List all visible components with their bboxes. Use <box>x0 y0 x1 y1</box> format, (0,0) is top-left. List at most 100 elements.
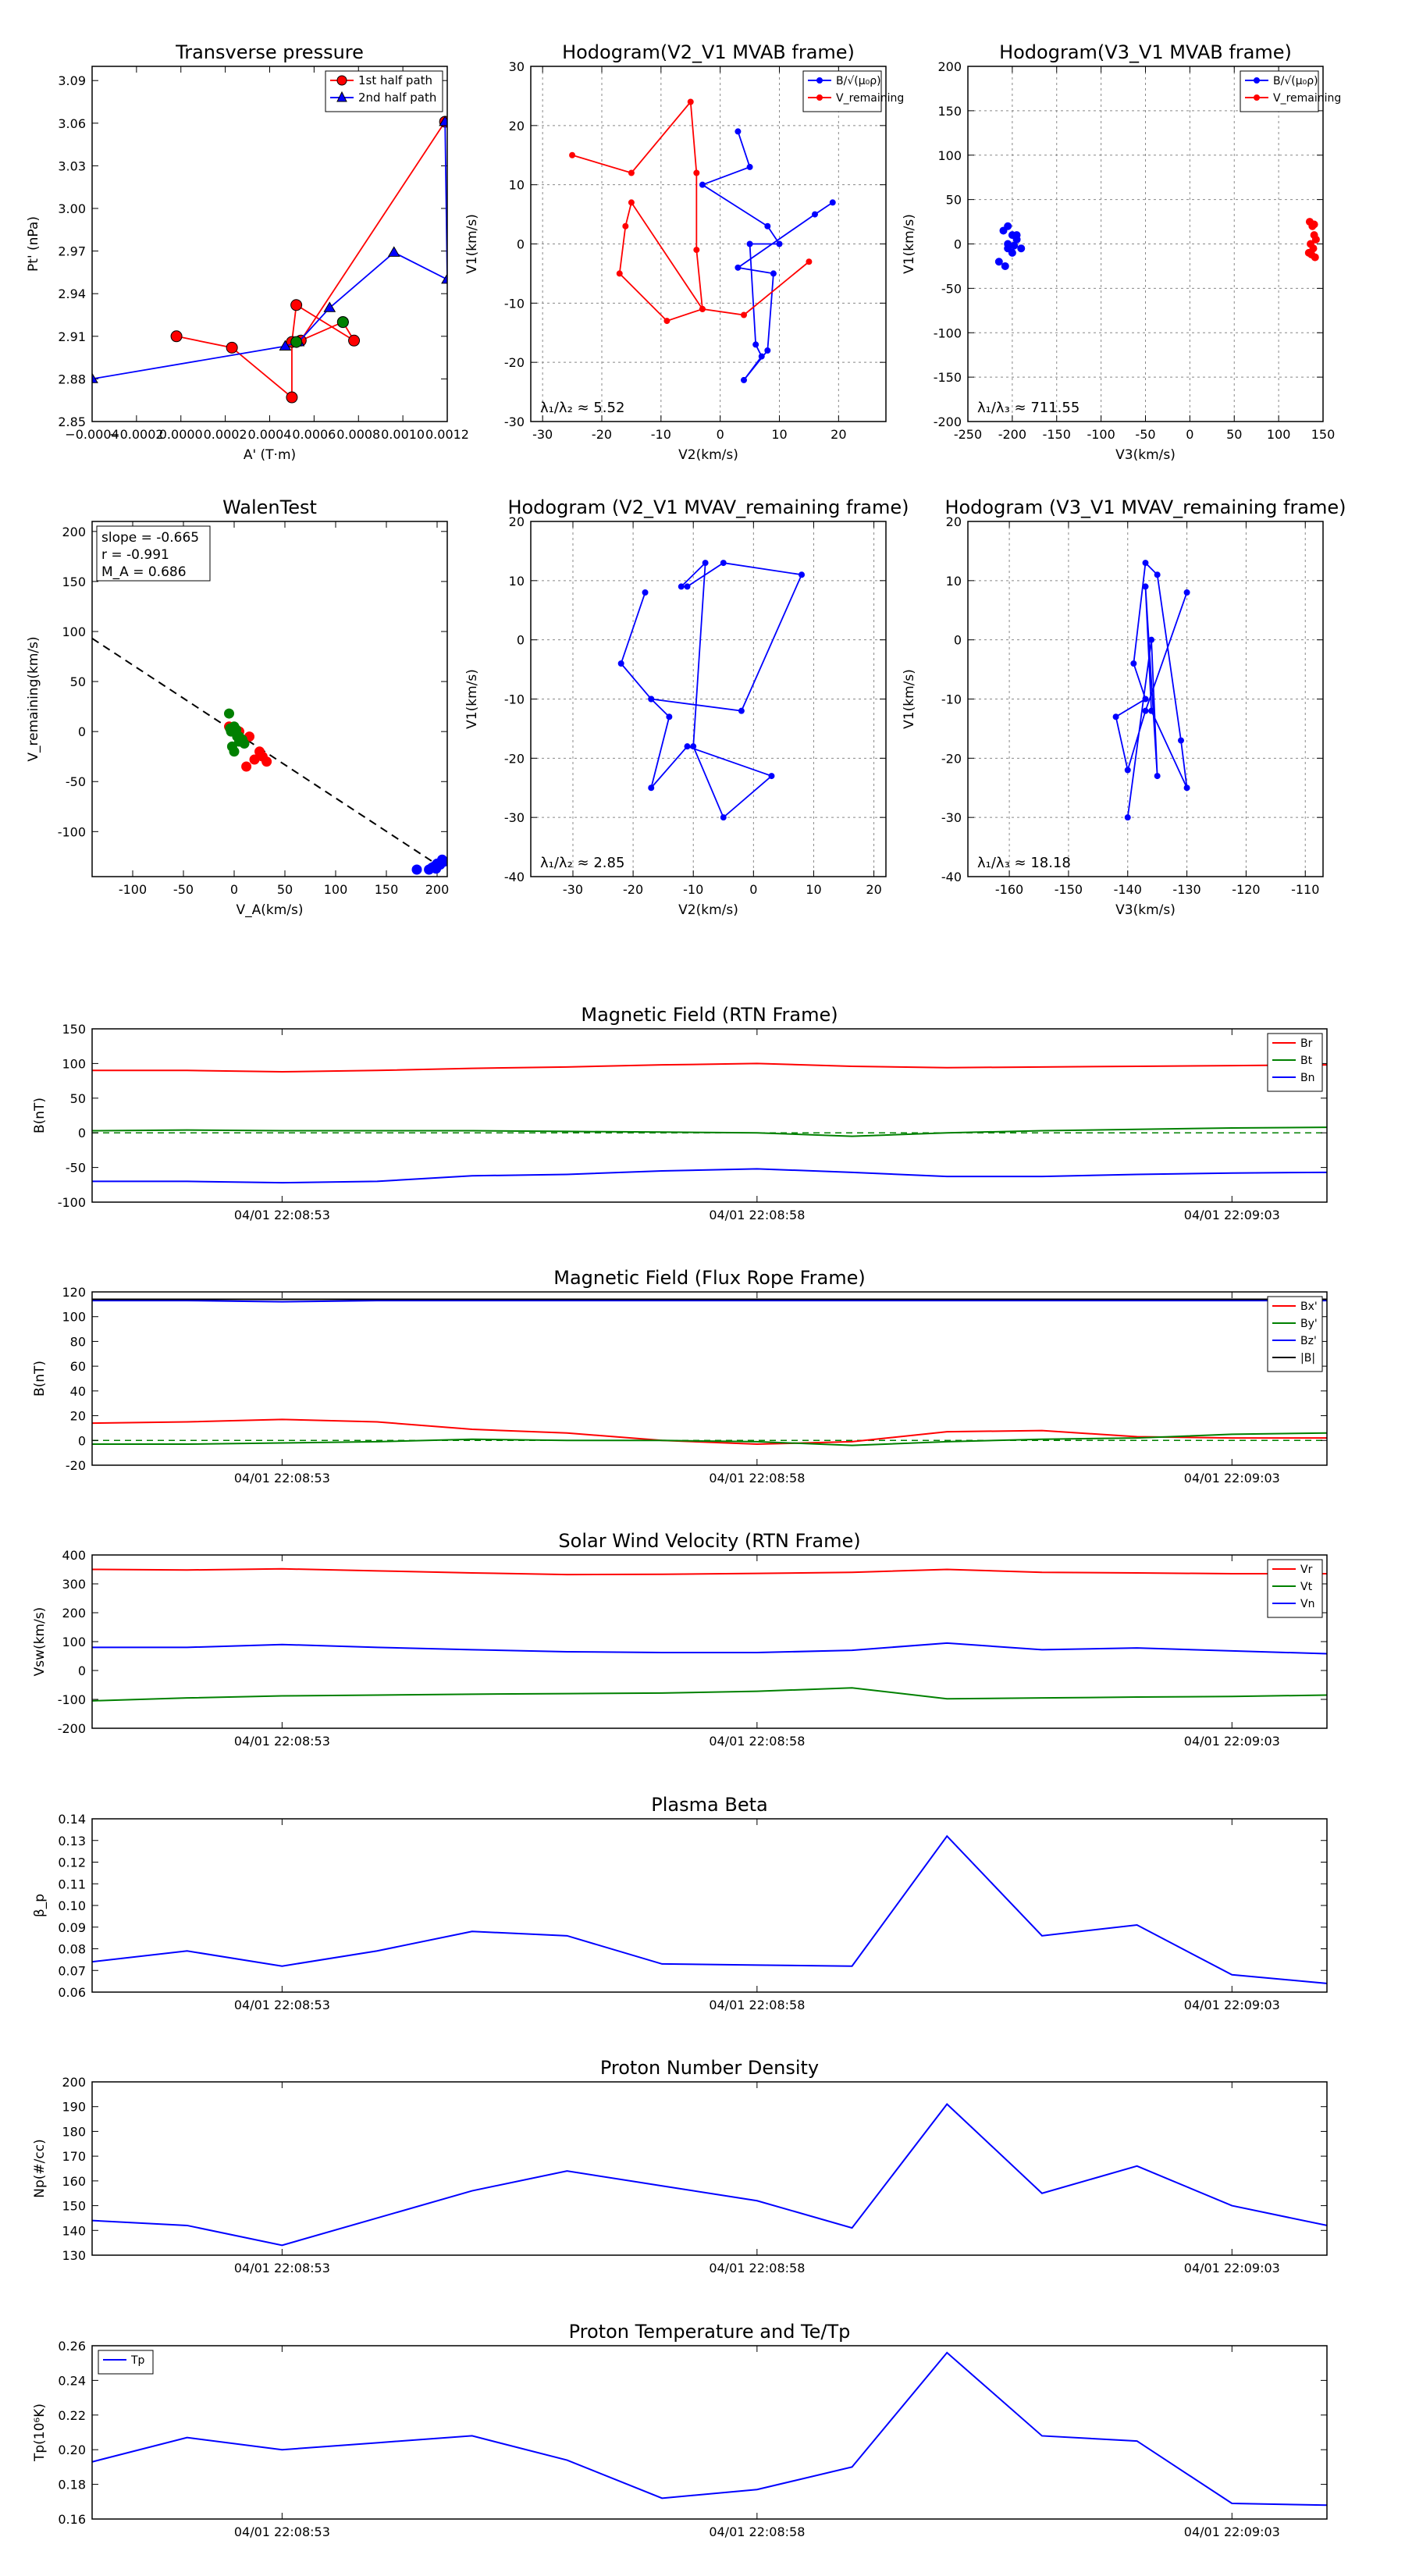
y-tick-label: 0.14 <box>58 1812 86 1827</box>
y-axis-label: V1(km/s) <box>902 669 917 729</box>
legend-marker <box>336 91 347 102</box>
chart-mag_rtn: Magnetic Field (RTN Frame) 04/01 22:08:53… <box>32 1004 1328 1222</box>
x-tick-label: 10 <box>771 427 787 442</box>
y-tick-label: 0.26 <box>58 2339 86 2354</box>
plot-area <box>994 218 1320 270</box>
data-point <box>690 743 697 750</box>
y-tick-label: -200 <box>934 415 962 429</box>
data-point <box>699 181 706 188</box>
axes-frame <box>91 1818 1328 1993</box>
legend-label: Bx' <box>1300 1300 1318 1313</box>
data-point <box>290 336 303 348</box>
x-tick-label: -140 <box>1114 882 1142 897</box>
series-line-V <box>1115 561 1188 818</box>
data-point <box>427 862 437 873</box>
y-tick-label: 0.22 <box>58 2408 86 2423</box>
x-tick-label: 04/01 22:08:58 <box>709 2261 805 2275</box>
y-tick-label: 50 <box>70 1091 86 1106</box>
data-point <box>764 347 771 354</box>
y-tick-label: 10 <box>946 574 962 589</box>
y-axis-label: V1(km/s) <box>464 669 480 729</box>
data-point <box>411 864 422 875</box>
y-tick-label: 400 <box>62 1548 86 1563</box>
y-tick-label: 100 <box>62 624 86 639</box>
x-tick-label: 50 <box>1226 427 1242 442</box>
y-tick-label: 30 <box>509 59 525 74</box>
data-point <box>720 814 727 821</box>
y-tick-label: 150 <box>62 575 86 589</box>
y-tick-label: 120 <box>62 1285 86 1300</box>
legend-label: Tp <box>130 2354 145 2367</box>
plot-area <box>569 98 836 383</box>
annotation: λ₁/λ₃ ≈ 18.18 <box>977 855 1071 871</box>
x-tick-label: 04/01 22:08:53 <box>234 1998 330 2012</box>
x-tick-label: 0 <box>1186 427 1193 442</box>
x-tick-label: 0.0010 <box>381 427 425 442</box>
data-point <box>286 391 298 404</box>
data-point <box>229 746 240 757</box>
legend: 1st half path 2nd half path <box>325 70 443 112</box>
chart-np: Proton Number Density 04/01 22:08:53 04/01… <box>32 2057 1328 2275</box>
axes-frame <box>530 66 887 422</box>
y-tick-label: 100 <box>62 1310 86 1325</box>
x-tick-label: 0 <box>749 882 757 897</box>
chart-title: WalenTest <box>222 496 317 518</box>
data-point <box>720 560 727 567</box>
y-tick-label: -40 <box>504 870 525 884</box>
y-tick-label: 0.13 <box>58 1834 86 1848</box>
data-point <box>1017 244 1026 253</box>
axes-frame <box>91 2345 1328 2520</box>
x-tick-label: 04/01 22:09:03 <box>1184 1998 1280 2012</box>
y-axis-label: Pt' (nPa) <box>26 216 41 272</box>
x-tick-label: 100 <box>324 882 348 897</box>
x-tick-label: 0.0000 <box>159 427 203 442</box>
y-tick-label: 100 <box>62 1056 86 1071</box>
y-tick-label: 0 <box>954 237 962 252</box>
legend-marker <box>1254 94 1260 101</box>
x-tick-label: 0.0012 <box>425 427 469 442</box>
y-tick-label: 0.18 <box>58 2478 86 2492</box>
y-tick-label: 0.06 <box>58 1985 86 2000</box>
y-tick-label: -100 <box>58 824 86 839</box>
y-tick-label: 20 <box>509 514 525 529</box>
data-point <box>439 115 447 126</box>
y-tick-label: 3.09 <box>58 73 86 88</box>
x-tick-label: -120 <box>1232 882 1260 897</box>
axes-frame <box>91 2081 1328 2256</box>
data-point <box>226 341 238 354</box>
series-line-V <box>620 560 803 819</box>
x-tick-label: 04/01 22:08:53 <box>234 1734 330 1749</box>
data-point <box>678 583 685 590</box>
y-tick-label: 40 <box>70 1384 86 1399</box>
x-axis-label: V3(km/s) <box>1115 447 1176 463</box>
legend-label: V_remaining <box>836 92 904 105</box>
data-point <box>336 316 349 329</box>
data-point <box>1154 571 1161 578</box>
x-tick-label: 04/01 22:09:03 <box>1184 1208 1280 1222</box>
y-tick-label: 130 <box>62 2248 86 2263</box>
chart-tp_temp: Proton Temperature and Te/Tp 04/01 22:08:… <box>32 2321 1328 2539</box>
y-tick-label: 0 <box>78 1663 86 1678</box>
chart-vsw: Solar Wind Velocity (RTN Frame) 04/01 22:… <box>32 1530 1328 1749</box>
x-tick-label: 150 <box>375 882 399 897</box>
annotation: λ₁/λ₂ ≈ 5.52 <box>540 400 624 416</box>
plot-area <box>92 115 447 404</box>
data-point <box>1142 696 1149 703</box>
y-tick-label: -50 <box>66 774 86 789</box>
legend: Br Bt Bn <box>1267 1033 1323 1092</box>
y-tick-label: 100 <box>937 148 962 163</box>
data-point <box>693 169 700 176</box>
y-tick-label: 0.12 <box>58 1856 86 1870</box>
x-tick-label: 04/01 22:08:58 <box>709 1998 805 2012</box>
data-point <box>741 311 747 318</box>
y-tick-label: 10 <box>509 178 525 193</box>
data-point <box>1148 707 1155 714</box>
data-point <box>616 270 623 277</box>
y-tick-label: -150 <box>934 370 962 385</box>
legend: Vr Vt Vn <box>1267 1559 1323 1618</box>
chart-title: Magnetic Field (Flux Rope Frame) <box>553 1267 865 1289</box>
y-tick-label: 2.94 <box>58 286 86 301</box>
legend-frame <box>98 2350 154 2375</box>
x-tick-label: 0.0004 <box>248 427 292 442</box>
data-point <box>758 353 765 360</box>
